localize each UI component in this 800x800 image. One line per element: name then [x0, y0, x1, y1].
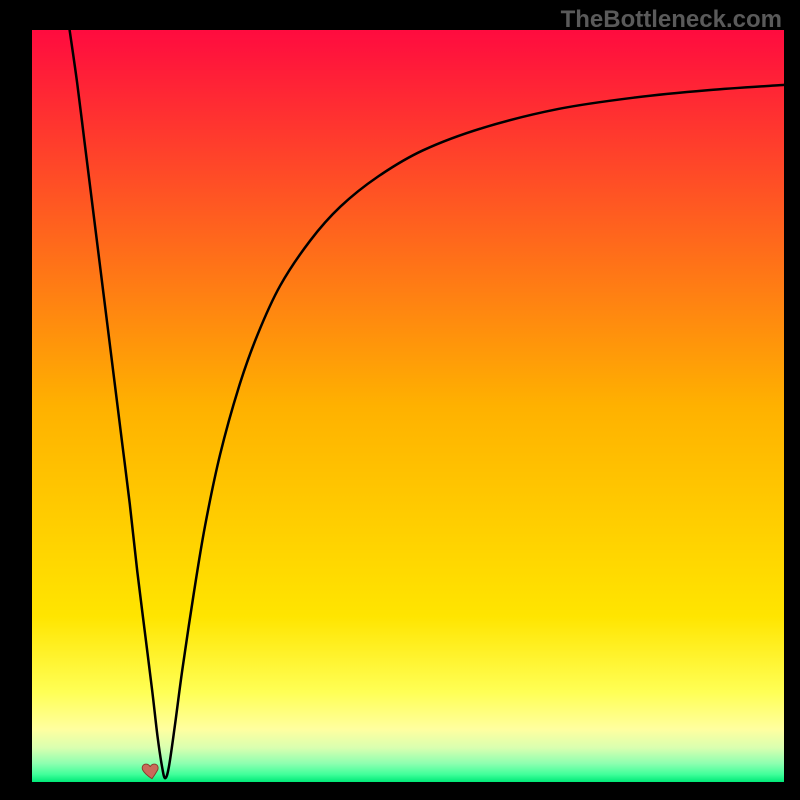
- watermark-text: TheBottleneck.com: [561, 6, 782, 34]
- heart-icon: [141, 759, 163, 781]
- gradient-background: [32, 30, 784, 782]
- optimal-point-marker: [141, 759, 163, 786]
- plot-area: [32, 30, 784, 782]
- chart-container: { "watermark": { "text": "TheBottleneck.…: [0, 0, 800, 800]
